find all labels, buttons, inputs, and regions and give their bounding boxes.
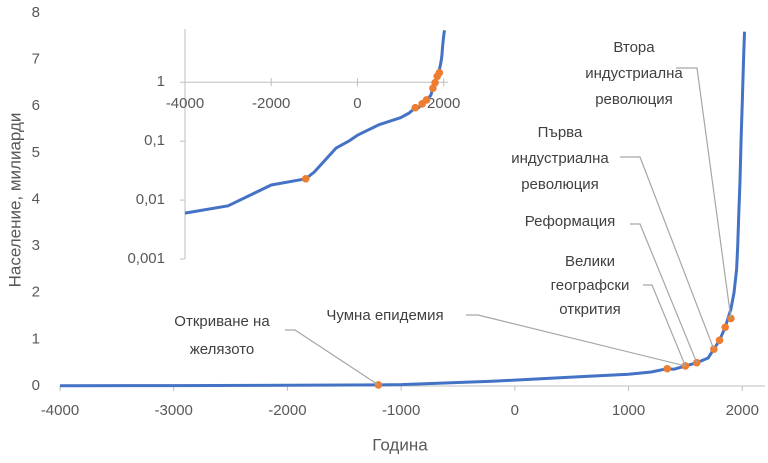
- y-tick-label: 3: [32, 237, 40, 254]
- marker: [411, 103, 420, 112]
- leader-line: [466, 314, 686, 367]
- marker: [663, 364, 672, 373]
- annotation: Реформация: [525, 213, 615, 230]
- x-tick-label: 2000: [726, 402, 759, 419]
- leader-line: [630, 223, 698, 363]
- y-tick-label: 6: [32, 97, 40, 114]
- annotation: Откриване на: [174, 313, 270, 330]
- y-tick-label: 1: [157, 73, 165, 90]
- annotation: индустриална: [511, 150, 609, 167]
- y-tick-label: 0: [32, 377, 40, 394]
- annotation: индустриална: [585, 65, 683, 82]
- x-tick-label: -1000: [382, 402, 420, 419]
- y-tick-label: 0,01: [136, 191, 165, 208]
- annotation: Втора: [613, 39, 655, 56]
- leader-line: [643, 284, 686, 367]
- x-tick-label: 2000: [427, 95, 460, 112]
- annotation: Първа: [538, 124, 583, 141]
- x-tick-label: -4000: [41, 402, 79, 419]
- marker: [431, 78, 439, 87]
- annotation: географски: [551, 277, 630, 294]
- x-tick-label: -3000: [155, 402, 193, 419]
- x-tick-label: 1000: [612, 402, 645, 419]
- x-axis-label: Година: [372, 435, 428, 454]
- leader-line: [285, 329, 379, 386]
- y-tick-label: 1: [32, 330, 40, 347]
- y-tick-label: 2: [32, 284, 40, 301]
- annotation: открития: [559, 301, 621, 318]
- annotation: революция: [521, 176, 599, 193]
- x-tick-label: -4000: [166, 95, 204, 112]
- y-tick-label: 0,001: [127, 250, 165, 267]
- y-tick-label: 0,1: [144, 132, 165, 149]
- marker: [715, 336, 724, 345]
- y-tick-label: 4: [32, 190, 40, 207]
- x-tick-label: 0: [353, 95, 361, 112]
- annotation: желязото: [190, 341, 255, 358]
- marker: [301, 174, 310, 183]
- x-tick-label: -2000: [268, 402, 306, 419]
- x-tick-label: -2000: [252, 95, 290, 112]
- line: [184, 30, 447, 215]
- leader-line: [620, 156, 715, 350]
- annotation: Чумна епидемия: [326, 307, 443, 324]
- marker: [422, 96, 431, 104]
- marker: [721, 323, 730, 332]
- x-tick-label: 0: [511, 402, 519, 419]
- marker: [681, 362, 690, 370]
- annotation: Велики: [565, 253, 615, 270]
- annotation: революция: [595, 91, 673, 108]
- leader-line: [676, 67, 732, 319]
- y-tick-label: 5: [32, 144, 40, 161]
- y-tick-label: 7: [32, 51, 40, 68]
- marker: [435, 68, 444, 77]
- y-axis-label: Население, милиарди: [5, 113, 24, 288]
- y-tick-label: 8: [32, 4, 40, 21]
